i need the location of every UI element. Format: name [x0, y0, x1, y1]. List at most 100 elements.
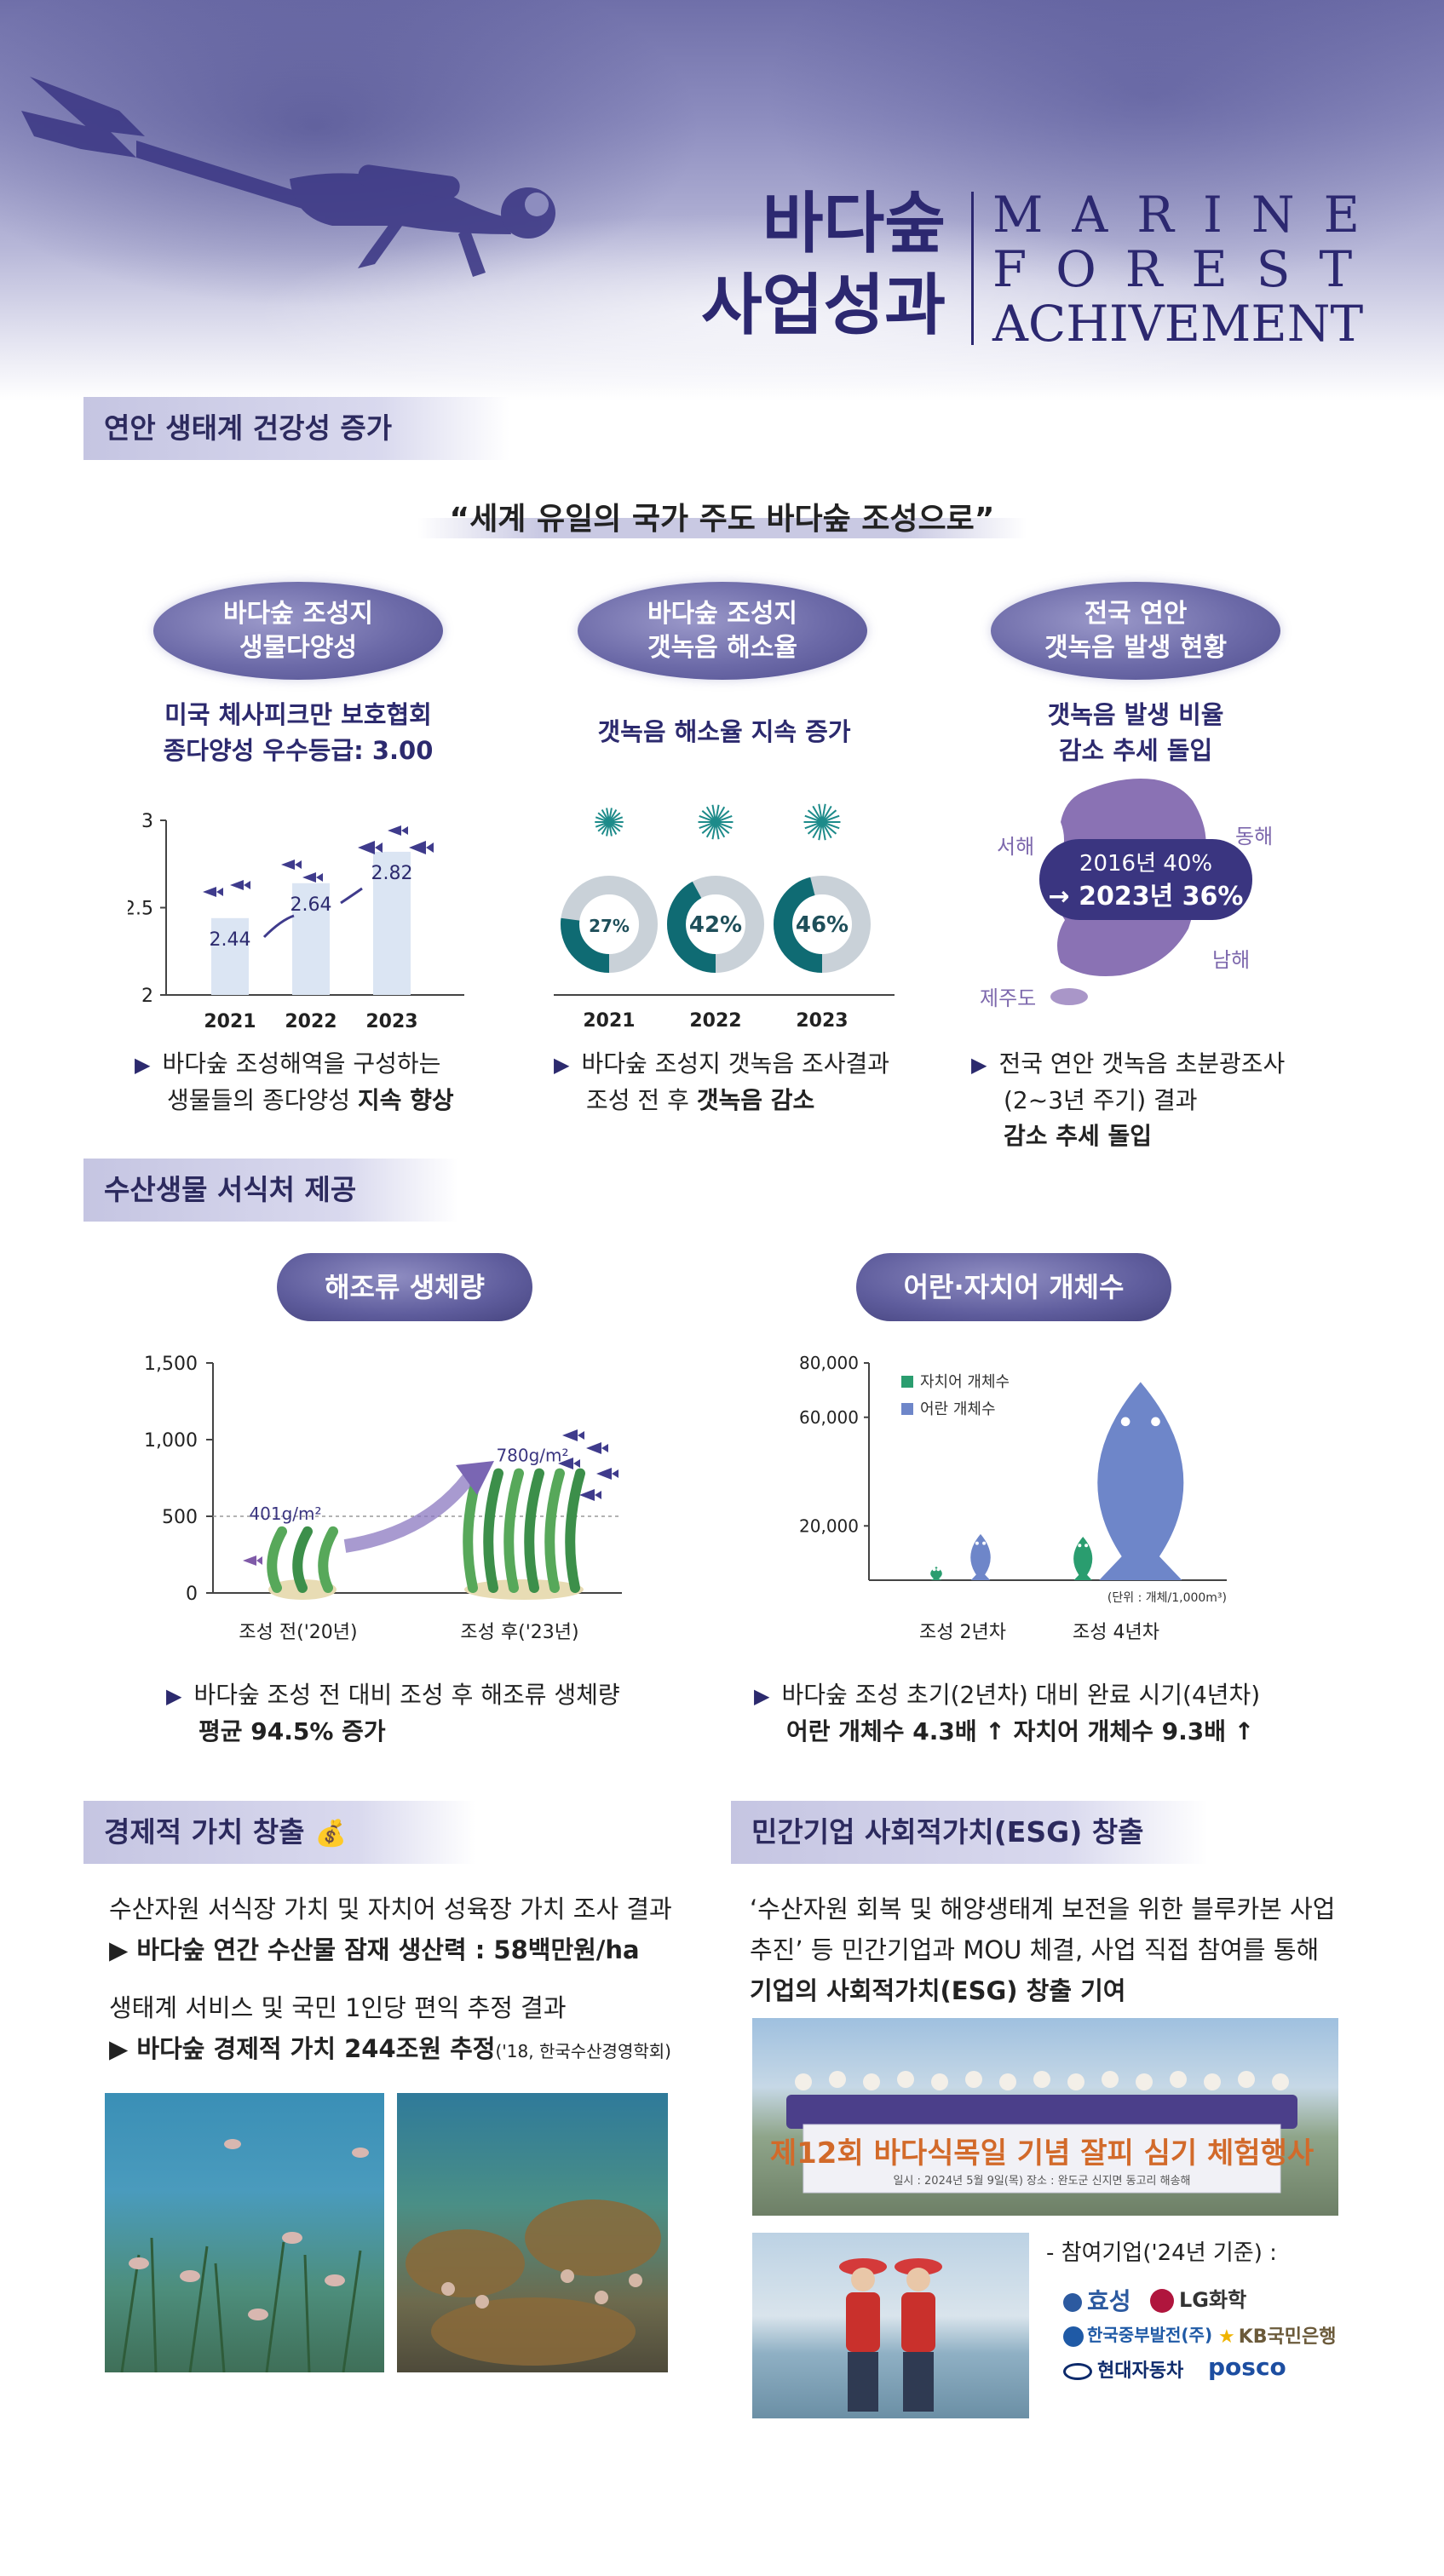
badge-line: 갯녹음 발생 현황 — [1044, 632, 1228, 663]
slogan-highlight — [417, 518, 1027, 538]
kelp-illustration — [406, 2199, 661, 2366]
x-label-year2: 조성 2년차 — [919, 1622, 1006, 1643]
pill-egg-larvae: 어란·자치어 개체수 — [856, 1253, 1171, 1321]
y-tick-label: 500 — [162, 1507, 198, 1528]
bar — [211, 917, 249, 995]
bullet-text: 전국 연안 갯녹음 초분광조사 — [998, 1049, 1286, 1078]
map-stat-2016: 2016년 40% — [1079, 851, 1212, 877]
y-tick-label: 1,500 — [144, 1354, 198, 1375]
event-banner-title: 제12회 바다식목일 기념 잘피 심기 체험행사 — [770, 2136, 1314, 2171]
egg-larvae-chart: 20,000 60,000 80,000 자치어 개체수 어란 개체수 (단위 : … — [799, 1353, 1227, 1605]
fish-bar-mark — [1073, 1537, 1093, 1580]
recovery-donut-charts: 27% 2021 42% 2022 46% 2023 — [554, 803, 895, 1032]
x-tick-label: 2022 — [689, 1010, 741, 1032]
bar-value-label: 2.64 — [291, 894, 332, 916]
seaweed-mark — [463, 1468, 585, 1600]
bullet-emphasis: 지속 향상 — [357, 1086, 454, 1114]
trend-arrow — [262, 914, 295, 939]
y-tick-label: 2 — [141, 986, 153, 1007]
chart-unit: (단위 : 개체/1,000m³) — [1107, 1591, 1227, 1605]
badge-national-barren: 전국 연안 갯녹음 발생 현황 — [991, 582, 1280, 680]
badge-line: 전국 연안 — [1084, 598, 1188, 629]
x-label-before: 조성 전('20년) — [239, 1622, 358, 1643]
small-fish-icon — [243, 1555, 262, 1566]
bar — [373, 851, 411, 995]
bullet-text: 조성 전 후 — [586, 1086, 697, 1114]
logo-text: KB국민은행 — [1238, 2326, 1337, 2348]
hyosung-logo-icon — [1063, 2293, 1082, 2312]
slogan: “세계 유일의 국가 주도 바다숲 조성으로” — [449, 502, 995, 537]
y-tick-label: 0 — [186, 1584, 198, 1605]
x-tick-label: 2023 — [365, 1011, 417, 1032]
growth-arrow-head — [456, 1461, 494, 1495]
bar-value-label: 401g/m² — [249, 1504, 321, 1524]
logo-text: 효성 — [1087, 2287, 1131, 2315]
logo-text: 현대자동차 — [1097, 2360, 1184, 2382]
sea-urchin-icon — [595, 808, 624, 837]
y-tick-label: 2.5 — [128, 899, 153, 920]
trend-arrow — [340, 887, 363, 905]
logo-text: 한국중부발전(주) — [1087, 2325, 1213, 2345]
bullet-seaweed: ▶ 바다숲 조성 전 대비 조성 후 해조류 생체량 평균 94.5% 증가 — [166, 1677, 745, 1750]
x-tick-label: 2021 — [204, 1011, 256, 1032]
biodiversity-bar-chart: 2 2.5 3 2.44 2021 2.64 2022 2.82 2023 — [128, 811, 464, 1032]
logo-posco: posco — [1208, 2353, 1286, 2381]
logo-hyundai: 현대자동차 — [1063, 2355, 1183, 2383]
subhead-line: 종다양성 우수등급: 3.00 — [163, 736, 434, 765]
participants-label: - 참여기업('24년 기준) : — [1046, 2240, 1277, 2266]
event-crowd-illustration: 제12회 바다식목일 기념 잘피 심기 체험행사 일시 : 2024년 5월 9… — [770, 2071, 1314, 2194]
seagrass-photo — [105, 2093, 384, 2372]
badge-line: 바다숲 조성지 — [222, 598, 374, 629]
x-label-year4: 조성 4년차 — [1073, 1622, 1159, 1643]
map-label-west: 서해 — [997, 835, 1034, 859]
title-en-line2: FOREST — [992, 240, 1382, 298]
economic-emphasis: ▶ 바다숲 연간 수산물 잠재 생산력 : 58백만원/ha — [109, 1935, 640, 1964]
x-tick-label: 2023 — [796, 1010, 848, 1032]
sea-urchin-icon — [698, 804, 734, 840]
triangle-bullet-icon: ▶ — [971, 1053, 987, 1077]
x-tick-label: 2021 — [583, 1010, 635, 1032]
title-ko-line1: 바다숲 — [762, 186, 946, 262]
legend-egg-swatch — [901, 1403, 913, 1415]
map-label-south: 남해 — [1212, 948, 1250, 972]
bar-value-label: 2.82 — [371, 863, 413, 884]
logo-lgchem: LG화학 — [1150, 2283, 1246, 2313]
title-english: MARINE FOREST ACHIVEMENT — [992, 187, 1382, 351]
section-tag-esg: 민간기업 사회적가치(ESG) 창출 — [731, 1801, 1208, 1864]
subhead-line: 갯녹음 발생 비율 — [1047, 700, 1224, 729]
event-banner-sub: 일시 : 2024년 5월 9일(목) 장소 : 완도군 신지면 동고리 해송해 — [893, 2175, 1190, 2188]
bullet-biodiversity: ▶ 바다숲 조성해역을 구성하는 생물들의 종다양성 지속 향상 — [135, 1046, 509, 1118]
badge-line: 갯녹음 해소율 — [647, 632, 798, 663]
bullet-text: 바다숲 조성해역을 구성하는 — [162, 1049, 441, 1078]
bullet-text: 바다숲 조성지 갯녹음 조사결과 — [581, 1049, 890, 1078]
section-tag-economic: 경제적 가치 창출 💰 — [83, 1801, 475, 1864]
bullet-emphasis: 어란 개체수 4.3배 ↑ 자치어 개체수 9.3배 ↑ — [786, 1717, 1255, 1745]
title-divider — [971, 192, 974, 345]
fish-bar-mark — [970, 1533, 991, 1580]
map-label-east: 동해 — [1235, 825, 1273, 848]
x-label-after: 조성 후('23년) — [460, 1622, 579, 1643]
fish-school-icon — [558, 1429, 618, 1501]
growth-arrow — [343, 1474, 475, 1553]
lg-logo-icon — [1150, 2289, 1174, 2313]
event-group-photo: 제12회 바다식목일 기념 잘피 심기 체험행사 일시 : 2024년 5월 9… — [752, 2018, 1338, 2216]
logo-kb: ★ KB국민은행 — [1218, 2321, 1337, 2349]
bullet-text: 바다숲 조성 초기(2년차) 대비 완료 시기(4년차) — [781, 1681, 1261, 1709]
seagrass-illustration — [120, 2139, 369, 2372]
donut-value-arc — [561, 876, 658, 973]
economic-source: ('18, 한국수산경영학회) — [495, 2041, 671, 2061]
section-tag-ecosystem: 연안 생태계 건강성 증가 — [83, 397, 509, 460]
bullet-text: 생물들의 종다양성 — [167, 1086, 358, 1114]
money-bag-icon: 💰 — [314, 1819, 347, 1849]
bullet-national-barren: ▶ 전국 연안 갯녹음 초분광조사 (2~3년 주기) 결과 감소 추세 돌입 — [971, 1046, 1380, 1154]
watercolor-wash — [256, 213, 1278, 400]
y-tick-label: 80,000 — [799, 1353, 859, 1373]
scuba-diver-illustration — [21, 77, 555, 277]
korea-map-illustration: 2016년 40% → 2023년 36% 서해 동해 남해 제주도 — [980, 779, 1273, 1010]
sea-urchin-icon — [803, 803, 841, 841]
triangle-bullet-icon: ▶ — [754, 1684, 770, 1708]
pill-seaweed-biomass: 해조류 생체량 — [277, 1253, 532, 1321]
triangle-bullet-icon: ▶ — [554, 1053, 570, 1077]
donut-value-label: 46% — [796, 912, 849, 938]
map-stat-2023: → 2023년 36% — [1049, 882, 1244, 911]
